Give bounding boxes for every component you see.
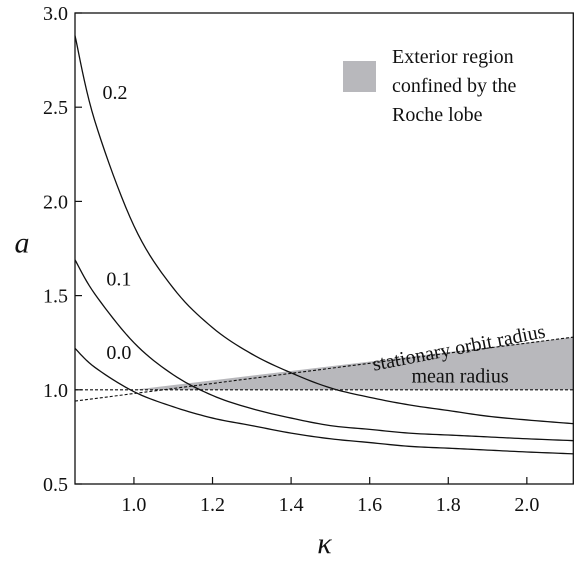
x-tick-label: 1.2	[200, 494, 225, 516]
shaded-region	[133, 337, 574, 390]
series-line-stationary-orbit-radius	[74, 336, 574, 402]
y-tick-label: 3.0	[43, 3, 68, 25]
tick-layer: 1.0 1.2 1.4 1.6 1.8 2.0 0.5 1.0 1.5 2.0 2.5 3.0	[43, 3, 539, 516]
curve-label: 0.1	[106, 269, 131, 291]
y-tick-label: 1.5	[43, 286, 68, 308]
x-tick-label: 1.6	[357, 494, 382, 516]
curve-label: 0.2	[103, 82, 128, 104]
legend-text-line: Exterior region	[392, 46, 514, 68]
curve-label: 0.0	[106, 342, 131, 364]
shaded-region-layer	[133, 337, 574, 390]
x-axis-label: κ	[317, 527, 332, 560]
series-line-0-2	[74, 35, 574, 425]
series-line-0-1	[74, 259, 574, 442]
legend: Exterior region confined by the Roche lobe	[343, 46, 517, 126]
x-tick-label: 2.0	[514, 494, 539, 516]
plot-frame	[74, 12, 574, 485]
curve-label-layer: 0.2 0.1 0.0	[103, 82, 132, 364]
y-tick-label: 0.5	[43, 474, 68, 496]
annotation-mean-radius: mean radius	[411, 365, 508, 387]
x-tick-label: 1.8	[436, 494, 461, 516]
legend-text-line: Roche lobe	[392, 104, 483, 126]
y-tick-label: 2.0	[43, 191, 68, 213]
plot-area: 1.0 1.2 1.4 1.6 1.8 2.0 0.5 1.0 1.5 2.0 2.5 3.0 0.2…	[43, 3, 574, 516]
legend-swatch	[343, 61, 376, 92]
x-tick-label: 1.4	[279, 494, 304, 516]
legend-text-line: confined by the	[392, 75, 517, 97]
series-line-0-0	[74, 347, 574, 455]
y-tick-label: 1.0	[43, 380, 68, 402]
y-tick-label: 2.5	[43, 97, 68, 119]
series-layer	[74, 35, 574, 455]
x-tick-label: 1.0	[121, 494, 146, 516]
y-axis-label: a	[15, 227, 30, 260]
